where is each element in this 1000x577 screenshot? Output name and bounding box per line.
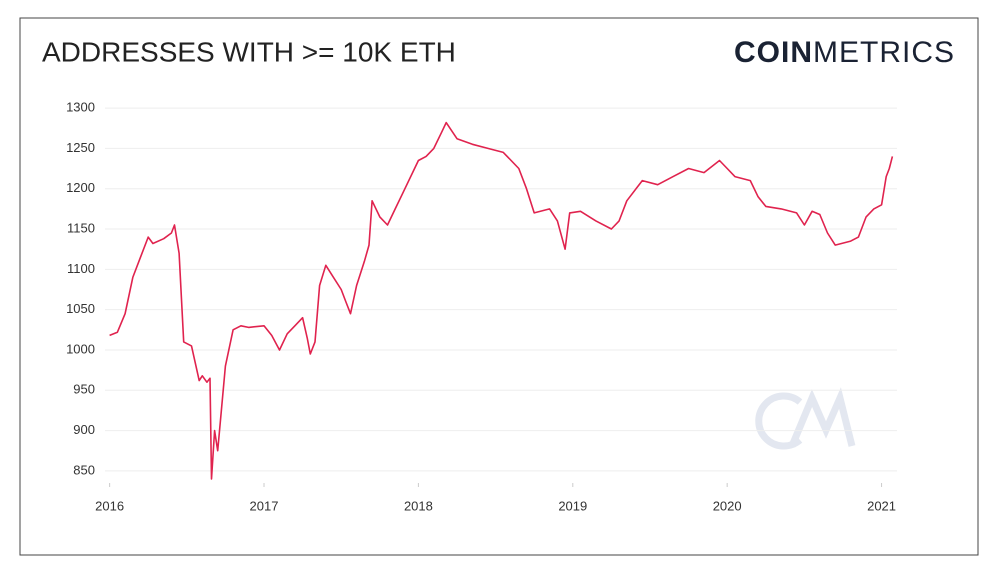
x-tick-label: 2016 [95, 498, 124, 513]
chart-title: ADDRESSES WITH >= 10K ETH [42, 36, 456, 67]
x-tick-label: 2018 [404, 498, 433, 513]
watermark [755, 387, 856, 450]
plot: 850 900 950 1000 1050 1100 1150 1200 1250 1300 201… [66, 100, 897, 513]
data-line [109, 121, 894, 480]
watermark-m [788, 387, 856, 448]
y-tick-label: 1300 [66, 100, 95, 115]
y-tick-label: 900 [73, 422, 95, 437]
y-tick-label: 1050 [66, 301, 95, 316]
y-tick-label: 1100 [67, 261, 95, 276]
x-tick-label: 2019 [558, 498, 587, 513]
y-tick-label: 950 [73, 382, 95, 397]
brand: COINMETRICS [734, 36, 955, 69]
y-tick-label: 850 [73, 462, 95, 477]
y-tick-label: 1250 [66, 140, 95, 155]
x-tick-label: 2017 [250, 498, 279, 513]
frame [19, 17, 979, 556]
y-tick-label: 1150 [67, 220, 95, 235]
y-tick-label: 1000 [66, 341, 95, 356]
watermark-c [755, 392, 803, 450]
y-tick-label: 1200 [66, 180, 95, 195]
brand-bold: COIN [734, 36, 813, 69]
x-tick-label: 2020 [713, 498, 742, 513]
x-tick-label: 2021 [867, 498, 896, 513]
brand-light: METRICS [813, 36, 955, 69]
